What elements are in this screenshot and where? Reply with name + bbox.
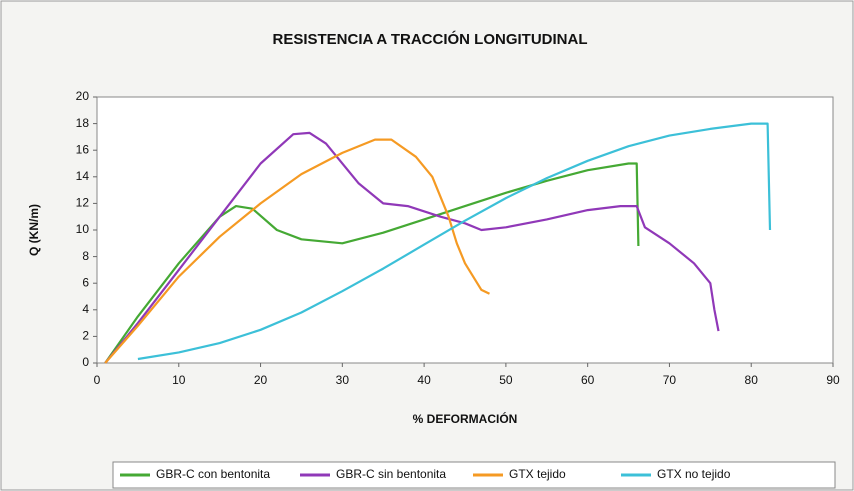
y-tick-label: 2 <box>82 329 89 343</box>
series-line <box>137 122 772 361</box>
y-tick-label: 12 <box>76 196 90 210</box>
legend-label: GTX tejido <box>509 467 566 481</box>
series-line <box>104 138 490 364</box>
legend-label: GBR-C con bentonita <box>156 467 270 481</box>
y-tick-label: 14 <box>76 169 90 183</box>
legend-label: GBR-C sin bentonita <box>336 467 446 481</box>
series-line <box>104 131 720 364</box>
chart-title: RESISTENCIA A TRACCIÓN LONGITUDINAL <box>273 30 588 48</box>
x-tick-label: 90 <box>826 373 840 387</box>
y-tick-label: 16 <box>76 142 90 156</box>
x-tick-label: 20 <box>254 373 268 387</box>
x-tick-label: 30 <box>336 373 350 387</box>
x-tick-label: 80 <box>745 373 759 387</box>
y-tick-label: 6 <box>82 275 89 289</box>
x-axis-label: % DEFORMACIÓN <box>413 411 518 426</box>
y-tick-label: 8 <box>82 249 89 263</box>
legend-label: GTX no tejido <box>657 467 731 481</box>
x-tick-label: 70 <box>663 373 677 387</box>
x-tick-label: 50 <box>499 373 513 387</box>
y-tick-label: 0 <box>82 355 89 369</box>
x-tick-label: 40 <box>417 373 431 387</box>
y-tick-label: 20 <box>76 89 90 103</box>
x-tick-label: 60 <box>581 373 595 387</box>
x-tick-label: 10 <box>172 373 186 387</box>
plot-area <box>96 96 834 364</box>
y-tick-label: 4 <box>82 302 89 316</box>
y-tick-label: 18 <box>76 116 90 130</box>
y-axis-label: Q (KN/m) <box>27 204 41 256</box>
x-tick-label: 0 <box>94 373 101 387</box>
y-tick-label: 10 <box>76 222 90 236</box>
